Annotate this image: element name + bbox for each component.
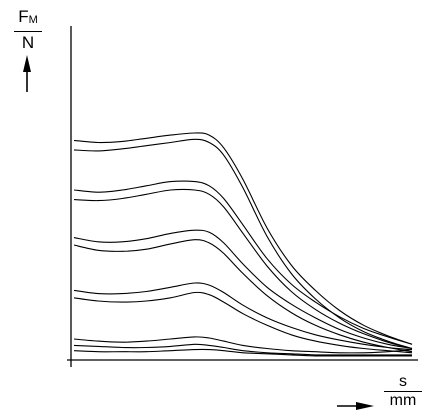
curve-1 (73, 132, 413, 345)
x-axis-label: s mm (384, 373, 422, 409)
x-arrow-head (356, 402, 374, 410)
axes (67, 26, 418, 367)
y-axis-arrow (23, 55, 31, 92)
curve-8 (73, 291, 413, 354)
y-label-subscript: M (28, 14, 38, 26)
y-label-numerator: FM (18, 7, 38, 26)
curve-11 (73, 348, 412, 357)
x-label-fraction-bar (384, 391, 422, 392)
y-axis-label: FM N (14, 7, 42, 52)
curve-7 (73, 282, 413, 351)
curve-3 (73, 180, 413, 345)
curve-4 (73, 188, 413, 350)
curve-9 (73, 336, 413, 354)
x-label-numerator: s (399, 373, 407, 390)
curve-6 (73, 239, 413, 353)
curves (73, 132, 413, 357)
x-label-denominator: mm (389, 392, 417, 409)
y-arrow-head (23, 55, 31, 72)
y-label-fraction-bar (14, 31, 42, 32)
curve-10 (73, 343, 412, 356)
curve-5 (73, 229, 413, 350)
curve-2 (73, 138, 413, 350)
x-axis-arrow (337, 402, 374, 410)
y-label-denominator: N (21, 33, 35, 52)
